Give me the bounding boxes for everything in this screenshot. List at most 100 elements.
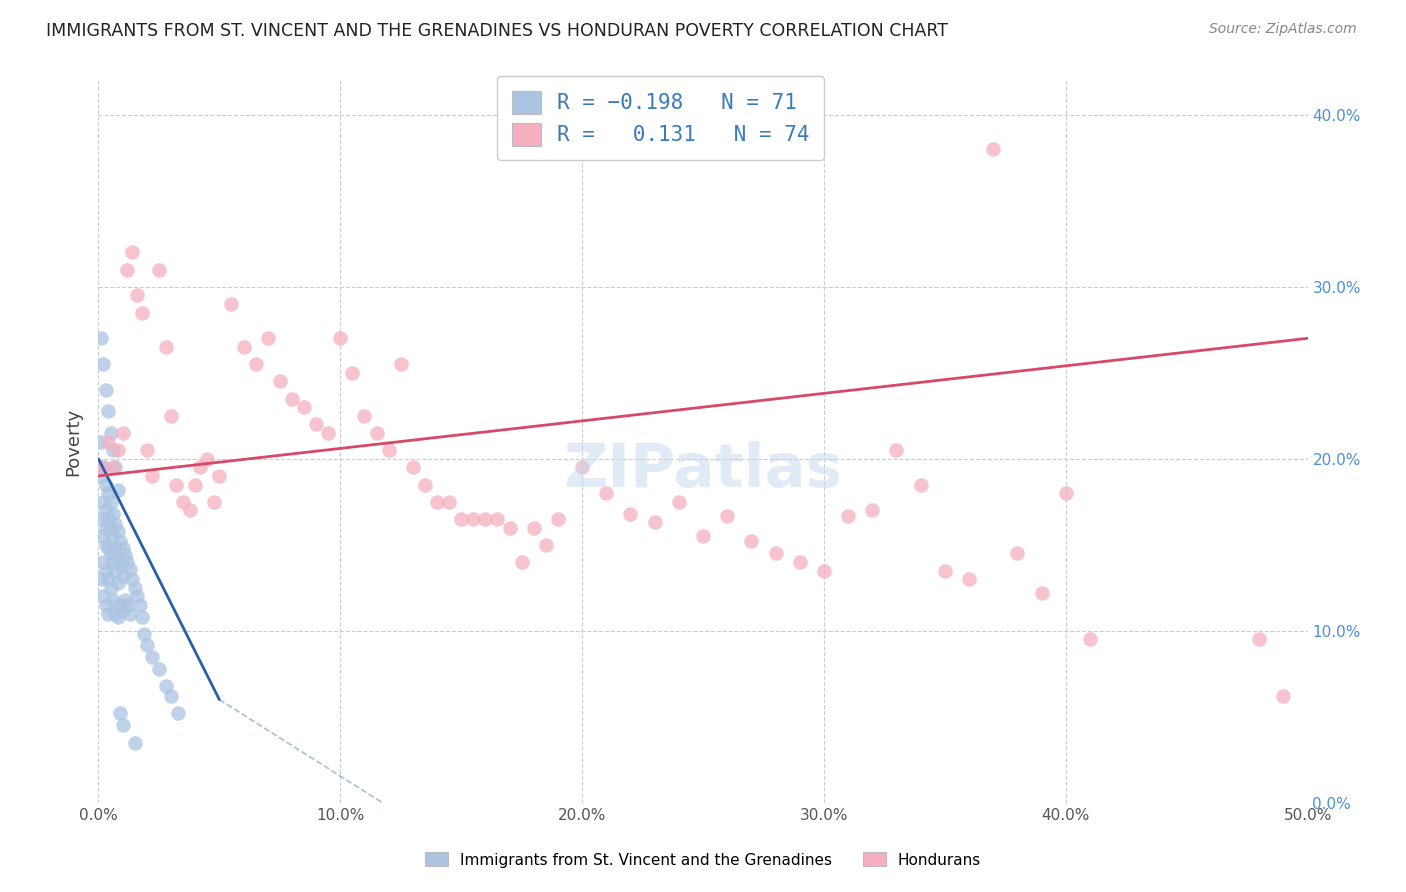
Point xyxy=(1249,632,1271,647)
Point xyxy=(104,460,127,475)
Text: ZIPatlas: ZIPatlas xyxy=(564,441,842,500)
Point xyxy=(97,607,120,621)
Point xyxy=(837,508,859,523)
Legend: R = −0.198   N = 71, R =   0.131   N = 74: R = −0.198 N = 71, R = 0.131 N = 74 xyxy=(496,76,824,161)
Point xyxy=(101,460,124,475)
Point xyxy=(765,546,787,560)
Point xyxy=(91,590,114,604)
Point xyxy=(155,340,177,354)
Point xyxy=(426,494,449,508)
Point xyxy=(981,142,1004,156)
Point xyxy=(97,403,120,417)
Point xyxy=(94,477,117,491)
Point xyxy=(94,520,117,534)
Point xyxy=(886,443,908,458)
Point xyxy=(104,564,127,578)
Point xyxy=(100,520,122,534)
Point xyxy=(292,400,315,414)
Point xyxy=(316,425,339,440)
Point xyxy=(389,357,412,371)
Point xyxy=(107,443,129,458)
Point xyxy=(127,590,149,604)
Point xyxy=(910,477,932,491)
Point xyxy=(463,512,485,526)
Point xyxy=(90,434,112,449)
Point xyxy=(160,409,183,423)
Point xyxy=(107,551,129,566)
Point xyxy=(118,607,141,621)
Point xyxy=(184,477,207,491)
Point xyxy=(100,494,122,508)
Point xyxy=(101,507,124,521)
Point xyxy=(108,534,131,549)
Point xyxy=(101,555,124,569)
Point xyxy=(813,564,835,578)
Point xyxy=(245,357,267,371)
Point xyxy=(135,638,157,652)
Point xyxy=(94,598,117,612)
Point xyxy=(131,305,153,319)
Point xyxy=(141,649,163,664)
Point xyxy=(134,627,156,641)
Point xyxy=(204,494,226,508)
Point xyxy=(107,483,129,497)
Point xyxy=(135,443,157,458)
Point xyxy=(789,555,811,569)
Point xyxy=(91,555,114,569)
Point xyxy=(107,610,129,624)
Point xyxy=(111,425,134,440)
Point xyxy=(155,679,177,693)
Point xyxy=(94,564,117,578)
Text: Source: ZipAtlas.com: Source: ZipAtlas.com xyxy=(1209,22,1357,37)
Point xyxy=(90,469,112,483)
Point xyxy=(179,503,201,517)
Point xyxy=(188,460,211,475)
Point xyxy=(101,592,124,607)
Point xyxy=(91,460,114,475)
Point xyxy=(90,572,112,586)
Point xyxy=(94,503,117,517)
Point xyxy=(305,417,328,432)
Point xyxy=(450,512,472,526)
Point xyxy=(1054,486,1077,500)
Point xyxy=(97,512,120,526)
Point xyxy=(127,288,149,302)
Point xyxy=(107,524,129,538)
Point xyxy=(91,460,114,475)
Point xyxy=(160,689,183,703)
Point xyxy=(108,598,131,612)
Point xyxy=(111,568,134,582)
Point xyxy=(104,607,127,621)
Point xyxy=(1272,689,1295,703)
Point xyxy=(1031,586,1053,600)
Point xyxy=(108,558,131,573)
Point xyxy=(91,529,114,543)
Point xyxy=(619,507,641,521)
Point xyxy=(342,366,364,380)
Point xyxy=(104,517,127,532)
Point xyxy=(91,494,114,508)
Point xyxy=(100,546,122,560)
Point xyxy=(172,494,194,508)
Point xyxy=(114,548,136,562)
Point xyxy=(256,331,278,345)
Point xyxy=(437,494,460,508)
Point xyxy=(692,529,714,543)
Point xyxy=(232,340,254,354)
Point xyxy=(165,477,187,491)
Point xyxy=(860,503,883,517)
Point xyxy=(114,592,136,607)
Point xyxy=(104,541,127,556)
Point xyxy=(353,409,375,423)
Point xyxy=(644,516,666,530)
Point xyxy=(117,555,139,569)
Point xyxy=(195,451,218,466)
Point xyxy=(141,469,163,483)
Y-axis label: Poverty: Poverty xyxy=(65,408,83,475)
Point xyxy=(118,562,141,576)
Point xyxy=(595,486,617,500)
Point xyxy=(97,434,120,449)
Point xyxy=(117,262,139,277)
Point xyxy=(510,555,533,569)
Point xyxy=(377,443,399,458)
